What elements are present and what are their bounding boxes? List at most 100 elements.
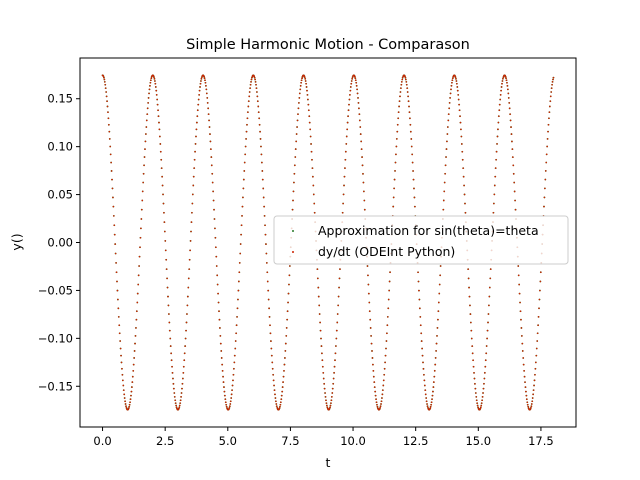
data-point	[190, 221, 193, 223]
data-point	[119, 340, 121, 342]
data-point	[253, 75, 255, 78]
data-point	[296, 119, 299, 122]
data-point	[134, 335, 137, 337]
data-point	[140, 227, 142, 230]
data-point	[461, 150, 464, 153]
data-point	[228, 407, 231, 409]
data-point	[105, 95, 108, 98]
data-point	[287, 292, 290, 295]
data-point	[103, 76, 105, 79]
data-point	[486, 329, 489, 332]
data-point	[413, 187, 415, 190]
data-point	[219, 335, 222, 337]
data-point	[384, 361, 386, 364]
data-point	[518, 283, 520, 286]
data-point	[259, 130, 261, 133]
data-point	[383, 373, 385, 376]
data-point	[363, 190, 365, 193]
data-point	[358, 107, 360, 110]
data-point	[348, 98, 351, 101]
data-point	[116, 280, 118, 283]
data-point	[308, 109, 310, 112]
data-point	[434, 363, 437, 366]
data-point	[135, 327, 137, 329]
data-point	[117, 298, 119, 301]
data-point	[248, 95, 251, 98]
data-point	[430, 403, 432, 406]
data-point	[387, 316, 389, 318]
data-point	[331, 387, 334, 390]
data-point	[311, 159, 313, 161]
data-point	[110, 170, 113, 172]
data-point	[207, 113, 210, 115]
data-point	[115, 262, 117, 264]
data-point	[142, 181, 144, 184]
data-point	[499, 94, 502, 96]
data-point	[150, 77, 153, 79]
data-point	[139, 236, 142, 239]
data-point	[231, 384, 234, 387]
data-point	[371, 357, 374, 359]
data-point	[271, 361, 274, 364]
data-point	[295, 140, 297, 143]
data-point	[426, 405, 429, 407]
data-point	[132, 370, 135, 372]
data-point	[243, 170, 246, 172]
data-point	[545, 153, 548, 156]
data-point	[493, 202, 495, 205]
data-point	[120, 361, 123, 364]
data-point	[234, 340, 237, 342]
data-point	[178, 406, 181, 409]
data-point	[235, 332, 237, 335]
data-point	[308, 121, 311, 124]
data-point	[153, 78, 156, 80]
data-point	[510, 133, 513, 135]
data-point	[395, 145, 398, 148]
data-point	[205, 88, 208, 91]
data-point	[196, 109, 199, 112]
data-point	[307, 98, 309, 101]
data-point	[246, 123, 248, 126]
data-point	[117, 307, 120, 310]
data-point	[169, 329, 171, 332]
data-point	[244, 145, 247, 148]
data-point	[282, 375, 285, 378]
data-point	[193, 167, 195, 169]
data-point	[208, 119, 210, 122]
data-point	[460, 135, 463, 138]
data-point	[263, 215, 266, 217]
data-point	[408, 105, 410, 108]
series-odeint	[101, 74, 555, 411]
data-point	[535, 347, 538, 350]
data-point	[539, 280, 542, 283]
legend-marker-approximation	[292, 230, 294, 232]
data-point	[132, 363, 135, 366]
data-point	[447, 119, 450, 122]
data-point	[282, 381, 284, 383]
data-point	[224, 394, 226, 397]
data-point	[179, 402, 181, 404]
data-point	[317, 286, 320, 289]
data-point	[489, 268, 492, 270]
data-point	[195, 128, 198, 131]
data-point	[342, 202, 344, 205]
data-point	[547, 123, 550, 126]
data-point	[267, 289, 269, 292]
data-point	[285, 342, 287, 345]
data-point	[437, 310, 440, 312]
data-point	[393, 178, 396, 181]
data-point	[136, 301, 139, 304]
data-point	[342, 193, 345, 196]
data-point	[128, 403, 131, 406]
data-point	[407, 95, 409, 98]
data-point	[493, 193, 496, 196]
data-point	[117, 316, 120, 318]
data-point	[200, 80, 202, 82]
data-point	[321, 352, 323, 355]
data-point	[396, 130, 399, 133]
data-point	[481, 399, 483, 402]
data-point	[426, 403, 428, 405]
data-point	[530, 405, 533, 407]
data-point	[171, 365, 173, 368]
data-point	[337, 304, 339, 307]
